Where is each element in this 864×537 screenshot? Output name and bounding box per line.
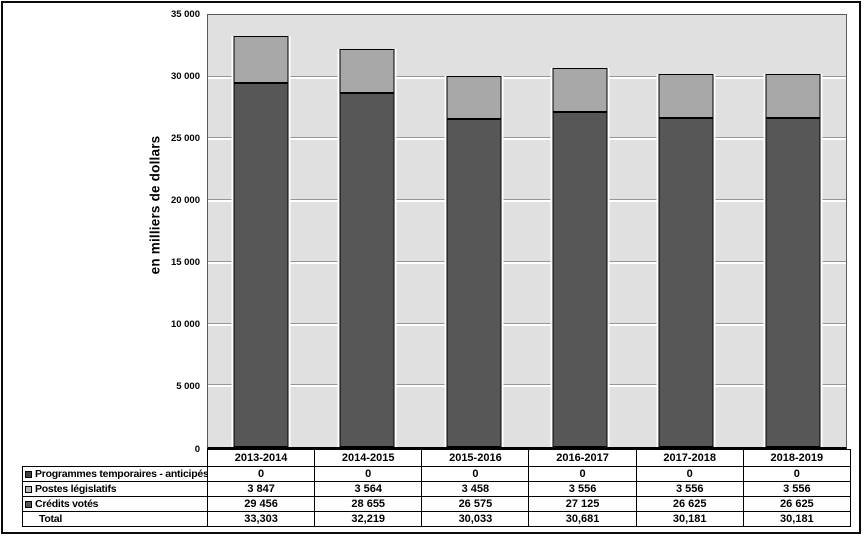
table-row-credits-votes: Crédits votés 29 456 28 655 26 575 27 125 26 … <box>22 496 851 512</box>
gridline <box>208 384 846 388</box>
y-axis-labels: 0 5 000 10 000 15 000 20 000 25 000 30 000 35 0… <box>3 3 207 455</box>
cell-postes-legislatifs-2015-2016: 3 458 <box>421 481 530 497</box>
bar-stack-2015-2016 <box>446 15 502 447</box>
cell-total-2014-2015: 32,219 <box>314 511 423 527</box>
gridline <box>208 322 846 326</box>
bar-segment-postes-legislatifs <box>446 76 502 119</box>
column-header-2014-2015: 2014-2015 <box>314 449 423 467</box>
cell-programmes-temporaires-anticipes-2017-2018: 0 <box>635 466 744 482</box>
y-tick-label-35-000: 35 000 <box>170 8 200 20</box>
cell-programmes-temporaires-anticipes-2015-2016: 0 <box>421 466 530 482</box>
legend-swatch-programmes-temporaires-anticipes <box>25 471 32 478</box>
cell-postes-legislatifs-2014-2015: 3 564 <box>314 481 423 497</box>
row-label-credits-votes: Crédits votés <box>22 496 208 512</box>
bar-column-2014-2015 <box>314 15 420 447</box>
cell-programmes-temporaires-anticipes-2016-2017: 0 <box>528 466 637 482</box>
cell-postes-legislatifs-2016-2017: 3 556 <box>528 481 637 497</box>
gridline <box>208 260 846 264</box>
cell-postes-legislatifs-2017-2018: 3 556 <box>635 481 744 497</box>
column-header-2017-2018: 2017-2018 <box>635 449 744 467</box>
bar-stack-2016-2017 <box>552 15 608 447</box>
cell-credits-votes-2015-2016: 26 575 <box>421 496 530 512</box>
cell-total-2016-2017: 30,681 <box>528 511 637 527</box>
cell-total-2018-2019: 30,181 <box>742 511 851 527</box>
column-header-2015-2016: 2015-2016 <box>421 449 530 467</box>
cell-total-2015-2016: 30,033 <box>421 511 530 527</box>
cell-credits-votes-2016-2017: 27 125 <box>528 496 637 512</box>
bar-column-2015-2016 <box>421 15 527 447</box>
cell-postes-legislatifs-2018-2019: 3 556 <box>742 481 851 497</box>
table-row-postes-legislatifs: Postes législatifs 3 847 3 564 3 458 3 556 3 … <box>22 481 851 497</box>
y-tick-label-15-000: 15 000 <box>170 257 200 269</box>
y-tick-label-10-000: 10 000 <box>170 319 200 331</box>
bar-column-2016-2017 <box>527 15 633 447</box>
cell-postes-legislatifs-2013-2014: 3 847 <box>206 481 316 497</box>
bar-column-2017-2018 <box>633 15 739 447</box>
bar-segment-credits-votes <box>658 118 714 447</box>
table-row-programmes-temporaires-anticipes: Programmes temporaires - anticipés 0 0 0 0 0 0 <box>22 466 851 482</box>
data-table: 2013-2014 2014-2015 2015-2016 2016-2017 2017… <box>22 449 851 527</box>
y-tick-label-0: 0 <box>194 443 200 455</box>
column-header-2018-2019: 2018-2019 <box>742 449 851 467</box>
bar-segment-credits-votes <box>339 93 395 447</box>
bar-segment-credits-votes <box>233 83 289 447</box>
gridline <box>208 75 846 79</box>
row-label-postes-legislatifs: Postes législatifs <box>22 481 208 497</box>
bar-column-2013-2014 <box>208 15 314 447</box>
bar-segment-credits-votes <box>446 119 502 447</box>
cell-programmes-temporaires-anticipes-2013-2014: 0 <box>206 466 316 482</box>
plot-area <box>207 14 847 449</box>
cell-credits-votes-2013-2014: 29 456 <box>206 496 316 512</box>
bar-segment-postes-legislatifs <box>233 35 289 84</box>
bar-segment-postes-legislatifs <box>658 74 714 119</box>
gridline <box>208 137 846 141</box>
y-tick-label-5-000: 5 000 <box>176 381 200 393</box>
bar-segment-postes-legislatifs <box>339 49 395 94</box>
bar-segment-postes-legislatifs <box>765 74 821 119</box>
cell-credits-votes-2017-2018: 26 625 <box>635 496 744 512</box>
y-tick-label-20-000: 20 000 <box>170 194 200 206</box>
cell-programmes-temporaires-anticipes-2018-2019: 0 <box>742 466 851 482</box>
row-label-programmes-temporaires-anticipes: Programmes temporaires - anticipés <box>22 466 208 482</box>
cell-programmes-temporaires-anticipes-2014-2015: 0 <box>314 466 423 482</box>
cell-credits-votes-2014-2015: 28 655 <box>314 496 423 512</box>
bar-stack-2017-2018 <box>658 15 714 447</box>
bar-segment-credits-votes <box>552 112 608 447</box>
cell-total-2013-2014: 33,303 <box>206 511 316 527</box>
column-header-2016-2017: 2016-2017 <box>528 449 637 467</box>
bar-segment-postes-legislatifs <box>552 68 608 113</box>
bar-column-2018-2019 <box>740 15 846 447</box>
table-row-total: Total 33,303 32,219 30,033 30,681 30,181 30,18… <box>22 511 851 527</box>
bar-segment-credits-votes <box>765 118 821 447</box>
y-tick-label-25-000: 25 000 <box>170 132 200 144</box>
cell-credits-votes-2018-2019: 26 625 <box>742 496 851 512</box>
cell-total-2017-2018: 30,181 <box>635 511 744 527</box>
legend-swatch-credits-votes <box>25 501 32 508</box>
bar-stack-2018-2019 <box>765 15 821 447</box>
bar-stack-2014-2015 <box>339 15 395 447</box>
legend-swatch-postes-legislatifs <box>25 486 32 493</box>
table-header-row: 2013-2014 2014-2015 2015-2016 2016-2017 2017… <box>23 449 851 467</box>
row-label-total: Total <box>22 511 208 527</box>
y-tick-label-30-000: 30 000 <box>170 70 200 82</box>
column-header-2013-2014: 2013-2014 <box>206 449 316 467</box>
gridline <box>208 199 846 203</box>
bar-stack-2013-2014 <box>233 15 289 447</box>
